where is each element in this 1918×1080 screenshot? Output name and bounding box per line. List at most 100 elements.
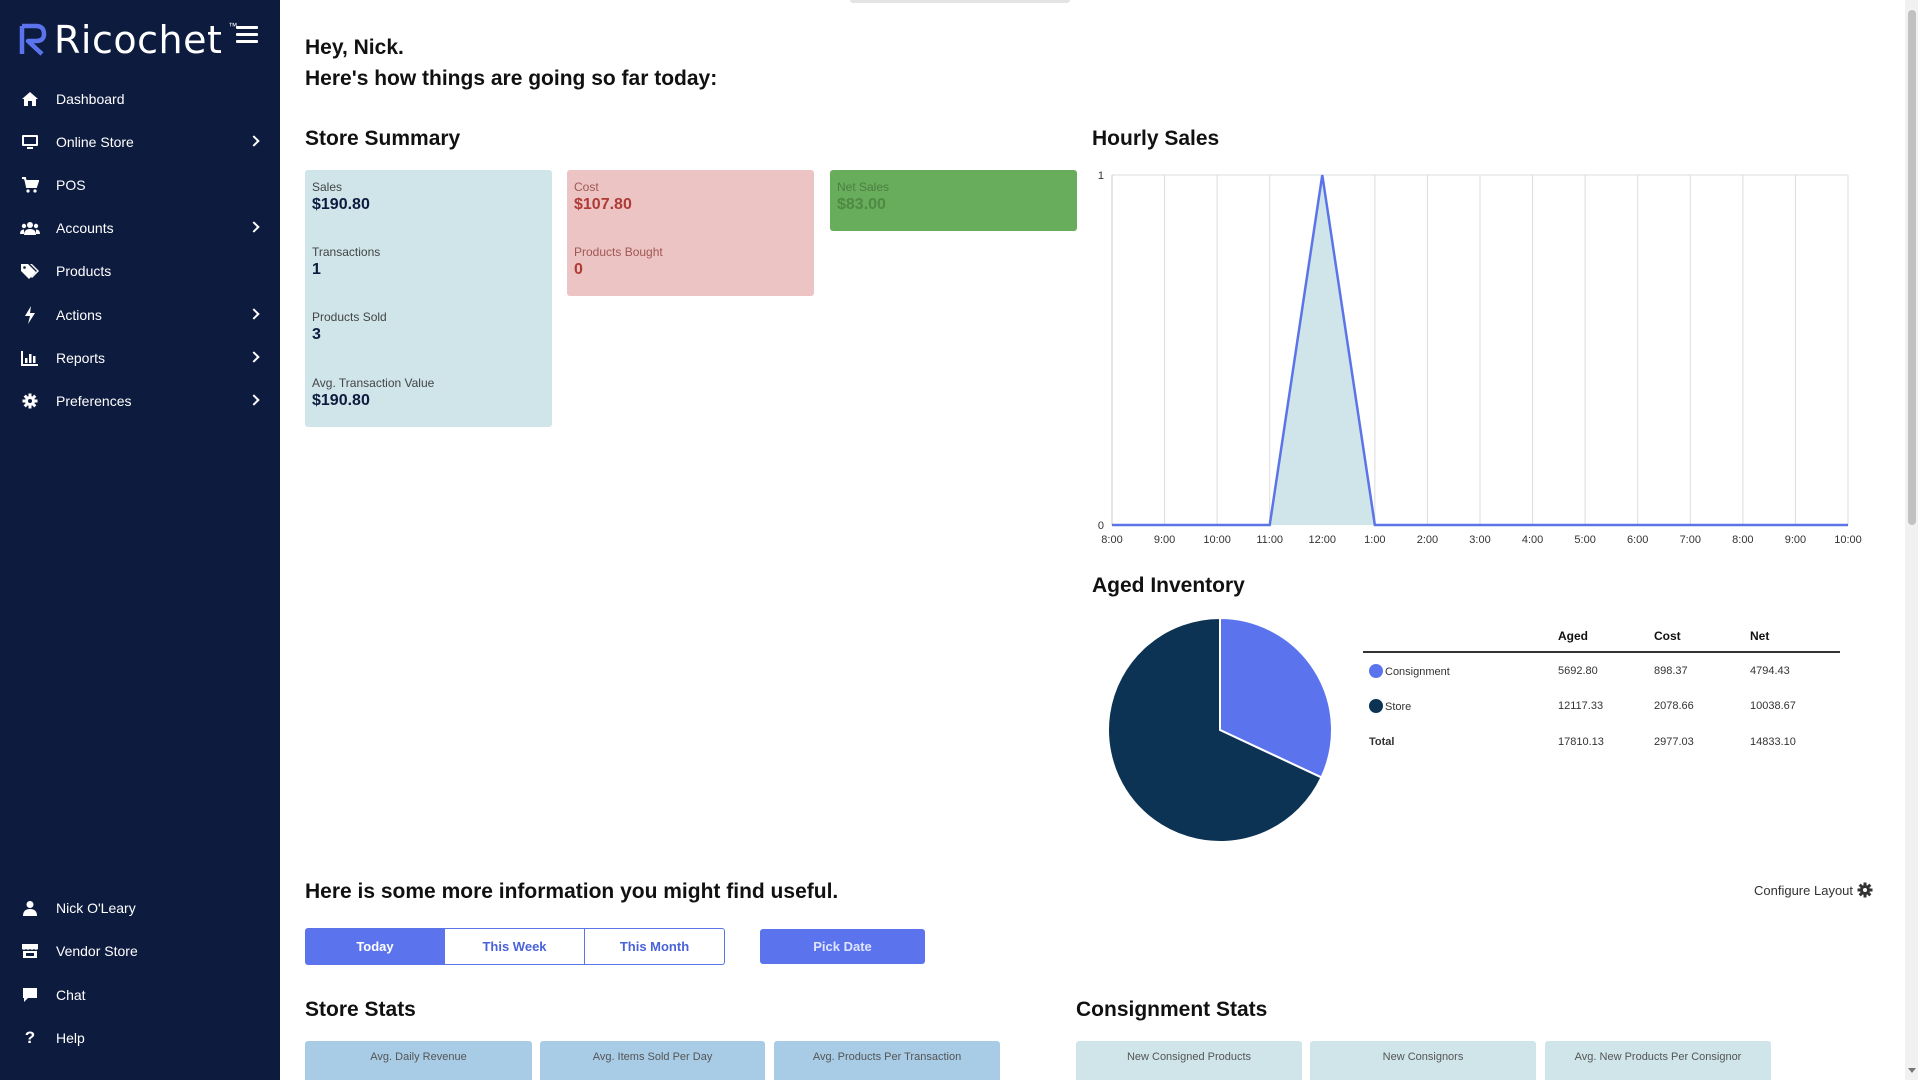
- scroll-down-arrow-icon[interactable]: [1908, 1068, 1916, 1073]
- chevron-right-icon: [248, 351, 260, 363]
- home-icon: [20, 90, 40, 108]
- sidebar-item-reports[interactable]: Reports: [0, 340, 280, 376]
- monitor-icon: [20, 133, 40, 151]
- hamburger-menu-icon[interactable]: [236, 26, 258, 46]
- sidebar-item-label: Actions: [56, 307, 102, 323]
- column-header: [1363, 620, 1558, 653]
- segment-today[interactable]: Today: [305, 928, 445, 965]
- store-icon: [20, 942, 40, 960]
- store-summary-title: Store Summary: [305, 127, 461, 150]
- configure-layout-button[interactable]: Configure Layout: [1754, 882, 1873, 898]
- user-icon: [20, 899, 40, 917]
- cell-cost: 898.37: [1654, 664, 1688, 677]
- segment-this-month[interactable]: This Month: [585, 928, 725, 965]
- hourly-sales-title: Hourly Sales: [1092, 127, 1220, 150]
- sidebar-item-vendor-store[interactable]: Vendor Store: [0, 933, 280, 969]
- column-header: Net: [1750, 620, 1840, 653]
- sidebar-item-label: Online Store: [56, 134, 134, 150]
- tags-icon: [20, 262, 40, 280]
- cell-net: 10038.67: [1750, 700, 1796, 712]
- sidebar-item-preferences[interactable]: Preferences: [0, 383, 280, 419]
- sidebar-item-chat[interactable]: Chat: [0, 977, 280, 1013]
- sidebar-item-dashboard[interactable]: Dashboard: [0, 81, 280, 117]
- sidebar-item-online-store[interactable]: Online Store: [0, 124, 280, 160]
- row-label: Total: [1369, 736, 1395, 748]
- aged-inventory-table: Aged Cost Net Consignment 5692.80 898.37…: [1363, 620, 1840, 760]
- sidebar: Ricochet ™ Dashboard Online Store POS Ac…: [0, 0, 280, 1080]
- chat-icon: [20, 986, 40, 1004]
- row-label: Store: [1385, 701, 1412, 713]
- sidebar-item-actions[interactable]: Actions: [0, 297, 280, 333]
- sales-summary-card: Sales $190.80 Transactions 1 Products So…: [305, 170, 552, 427]
- gear-icon: [1857, 882, 1873, 898]
- pick-date-button[interactable]: Pick Date: [760, 929, 925, 964]
- sidebar-item-label: Accounts: [56, 220, 114, 236]
- cell-aged: 5692.80: [1558, 664, 1598, 677]
- x-tick-label: 4:00: [1522, 534, 1543, 546]
- cell-cost: 2977.03: [1654, 736, 1694, 748]
- sidebar-item-help[interactable]: ? Help: [0, 1020, 280, 1056]
- stat-products-bought: Products Bought 0: [574, 245, 663, 279]
- main-content: Hey, Nick. Here's how things are going s…: [280, 0, 1905, 1080]
- chevron-right-icon: [248, 221, 260, 233]
- cell-cost: 2078.66: [1654, 700, 1694, 712]
- scrollbar-thumb[interactable]: [1908, 10, 1916, 525]
- brand-logo[interactable]: Ricochet ™: [18, 18, 237, 62]
- x-tick-label: 8:00: [1101, 534, 1122, 546]
- chart-icon: [20, 349, 40, 367]
- top-tab-handle[interactable]: [850, 0, 1070, 3]
- cell-net: 4794.43: [1750, 664, 1790, 677]
- pie-slice-consignment: [1219, 616, 1333, 779]
- x-tick-label: 1:00: [1364, 534, 1385, 546]
- x-tick-label: 6:00: [1627, 534, 1648, 546]
- x-tick-label: 10:00: [1203, 534, 1231, 546]
- legend-swatch: [1369, 699, 1383, 713]
- pie-slice-store: [1107, 616, 1323, 843]
- sidebar-item-pos[interactable]: POS: [0, 167, 280, 203]
- sidebar-item-label: Chat: [56, 987, 86, 1003]
- row-name: Consignment: [1363, 652, 1558, 688]
- gear-icon: [20, 392, 40, 410]
- greeting-line-1: Hey, Nick.: [305, 36, 404, 59]
- stat-card-avg-items-sold-per-day: Avg. Items Sold Per Day: [540, 1041, 765, 1080]
- vertical-scrollbar[interactable]: [1905, 0, 1918, 1080]
- cell-aged: 12117.33: [1558, 700, 1604, 712]
- stat-label: Products Sold: [312, 310, 387, 324]
- sidebar-item-label: Help: [56, 1030, 85, 1046]
- x-tick-label: 9:00: [1154, 534, 1175, 546]
- stat-net-sales: Net Sales $83.00: [837, 180, 889, 214]
- question-icon: ?: [24, 1028, 36, 1047]
- sidebar-item-label: Preferences: [56, 393, 132, 409]
- sidebar-item-accounts[interactable]: Accounts: [0, 210, 280, 246]
- y-tick-label: 1: [1098, 170, 1104, 182]
- stat-transactions: Transactions 1: [312, 245, 380, 279]
- greeting-line-2: Here's how things are going so far today…: [305, 67, 718, 90]
- stat-card-new-consigned-products: New Consigned Products: [1076, 1041, 1302, 1080]
- x-tick-label: 5:00: [1574, 534, 1595, 546]
- consignment-stats-title: Consignment Stats: [1076, 998, 1268, 1021]
- sidebar-item-products[interactable]: Products: [0, 253, 280, 289]
- stat-card-avg-products-per-transaction: Avg. Products Per Transaction: [774, 1041, 1000, 1080]
- sidebar-item-label: Products: [56, 263, 112, 279]
- stat-label: Sales: [312, 180, 343, 194]
- bolt-icon: [20, 306, 40, 324]
- stat-avg-transaction-value: Avg. Transaction Value $190.80: [312, 376, 434, 410]
- segment-this-week[interactable]: This Week: [445, 928, 585, 965]
- x-tick-label: 8:00: [1732, 534, 1753, 546]
- stat-value: 0: [574, 261, 583, 278]
- brand-trademark: ™: [228, 21, 238, 31]
- stat-card-avg-new-products-per-consignor: Avg. New Products Per Consignor: [1545, 1041, 1771, 1080]
- x-tick-label: 12:00: [1309, 534, 1337, 546]
- store-stats-title: Store Stats: [305, 998, 416, 1021]
- x-tick-label: 7:00: [1680, 534, 1701, 546]
- stat-label: Products Bought: [574, 245, 663, 259]
- column-header: Aged: [1558, 620, 1654, 653]
- stat-label: Net Sales: [837, 180, 890, 194]
- chevron-right-icon: [248, 394, 260, 406]
- sidebar-item-label: POS: [56, 177, 86, 193]
- sidebar-item-label: Nick O'Leary: [56, 900, 136, 916]
- stat-value: 1: [312, 261, 321, 278]
- column-header: Cost: [1654, 620, 1750, 653]
- sidebar-item-user-profile[interactable]: Nick O'Leary: [0, 890, 280, 926]
- legend-swatch: [1369, 663, 1383, 678]
